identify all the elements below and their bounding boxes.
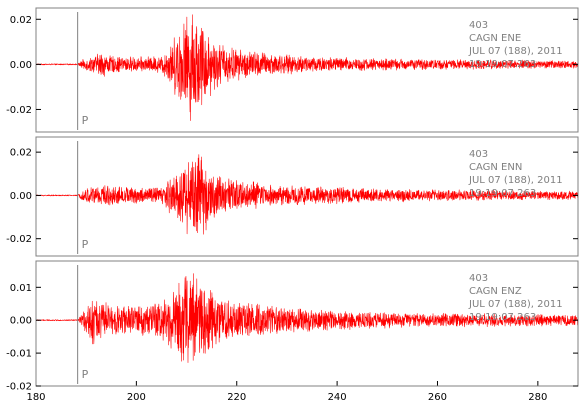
p-pick-label: P [82, 238, 89, 251]
trace-header-line: 403 [469, 20, 488, 31]
x-tick-label: 180 [26, 392, 45, 403]
x-tick-label: 280 [528, 392, 547, 403]
waveform-trace [35, 154, 579, 235]
y-tick-label: 0.02 [10, 148, 32, 159]
panel-1: 0.02 0.00 -0.02 P 403 CAGN ENE JUL 07 (188), 2… [6, 7, 579, 133]
panel-frame [35, 136, 579, 257]
trace-header-line: JUL 07 (188), 2011 [468, 46, 563, 57]
trace-header-line: 403 [469, 273, 488, 284]
x-tick-label: 260 [428, 392, 447, 403]
x-tick-label: 240 [328, 392, 347, 403]
trace-header-line: JUL 07 (188), 2011 [468, 175, 563, 186]
y-tick-label: -0.02 [6, 105, 32, 116]
trace-header-line: CAGN ENE [469, 33, 521, 44]
trace-header-line: JUL 07 (188), 2011 [468, 299, 563, 310]
y-tick-label: 0.00 [10, 316, 32, 327]
y-tick-label: -0.02 [6, 382, 32, 393]
panel-frame [35, 7, 579, 133]
y-tick-label: 0.00 [10, 60, 32, 71]
p-pick-label: P [82, 114, 89, 127]
trace-header-line: 403 [469, 149, 488, 160]
trace-header-line: 19:19:07.263 [469, 312, 536, 323]
panel-3: 0.01 0.00 -0.01 -0.02 P 403 CAGN ENZ JUL 07 (18… [6, 260, 579, 393]
p-pick-label: P [82, 368, 89, 381]
waveform-trace [35, 273, 579, 363]
trace-panels: 0.02 0.00 -0.02 P 403 CAGN ENE JUL 07 (188), 2… [6, 7, 579, 393]
trace-header-line: 19:19:07.263 [469, 188, 536, 199]
trace-header-line: CAGN ENZ [469, 286, 522, 297]
waveform-trace [35, 14, 579, 121]
x-axis: 180 200 220 240 260 280 [26, 381, 547, 403]
y-tick-label: -0.01 [6, 349, 32, 360]
panel-frame [35, 260, 579, 387]
y-tick-label: 0.01 [10, 283, 32, 294]
y-tick-label: -0.02 [6, 234, 32, 245]
trace-header-line: 19:19:07.263 [469, 59, 536, 70]
trace-header-line: CAGN ENN [469, 162, 522, 173]
y-tick-label: 0.02 [10, 15, 32, 26]
panel-2: 0.02 0.00 -0.02 P 403 CAGN ENN JUL 07 (188), 2… [6, 136, 579, 257]
y-tick-label: 0.00 [10, 191, 32, 202]
x-tick-label: 200 [127, 392, 146, 403]
x-tick-label: 220 [227, 392, 246, 403]
